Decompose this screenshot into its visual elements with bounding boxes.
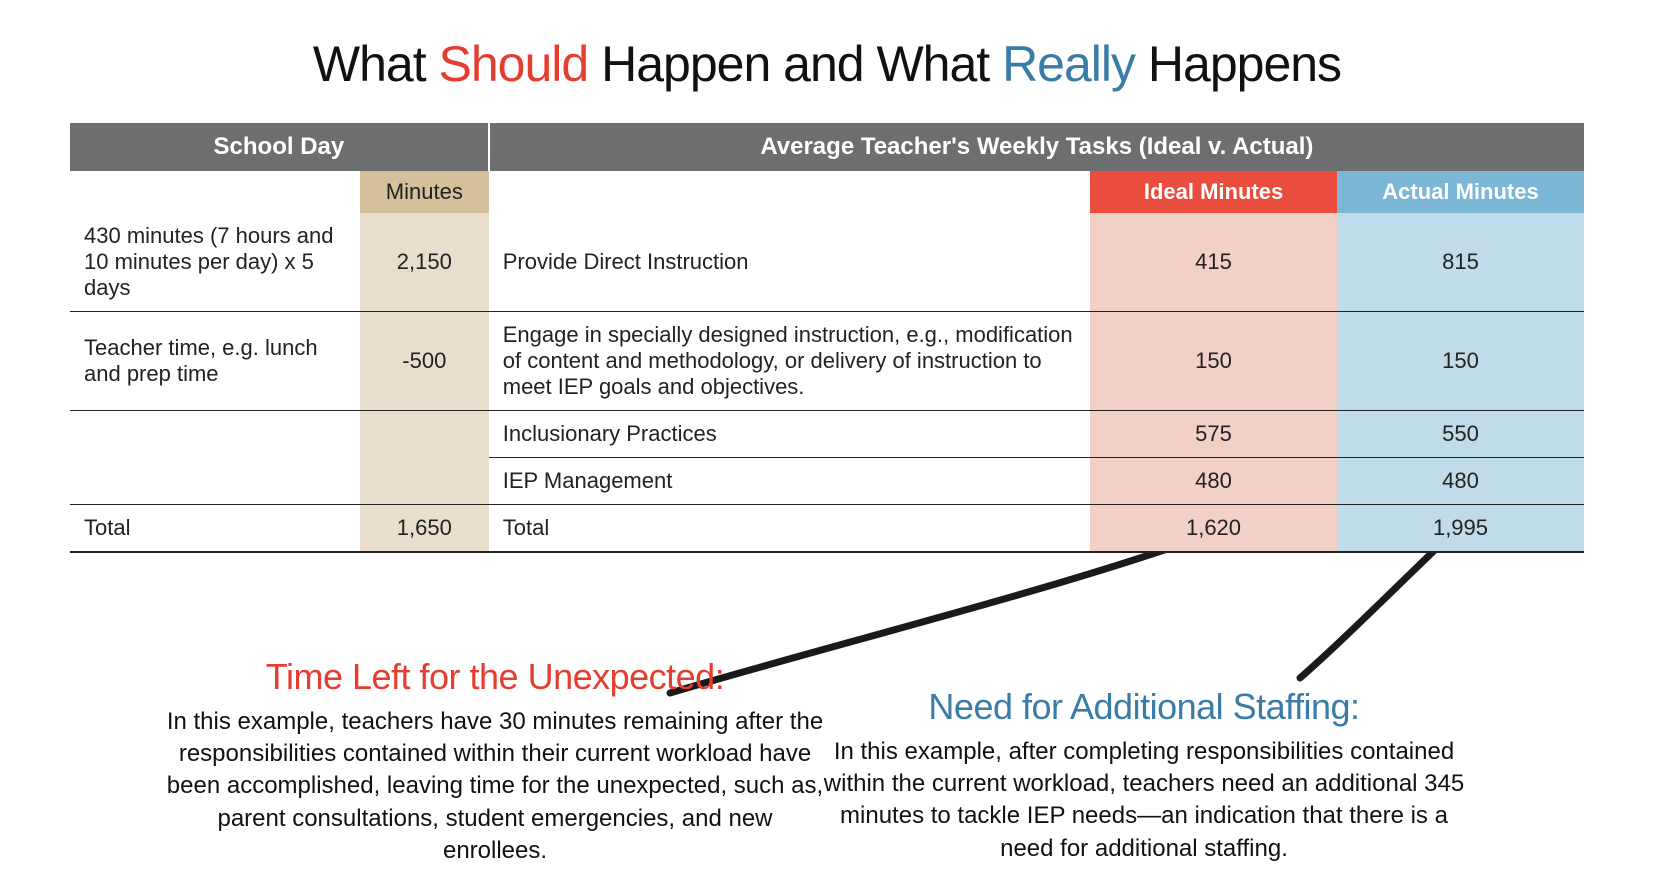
- sub-blank-left: [70, 171, 360, 213]
- th-weekly-tasks: Average Teacher's Weekly Tasks (Ideal v.…: [489, 123, 1584, 171]
- total-right-label: Total: [489, 505, 1090, 553]
- row1-left-desc: 430 minutes (7 hours and 10 minutes per …: [70, 213, 360, 312]
- sub-ideal: Ideal Minutes: [1090, 171, 1337, 213]
- table-header-row: School Day Average Teacher's Weekly Task…: [70, 123, 1584, 171]
- total-actual: 1,995: [1337, 505, 1584, 553]
- callout-left-heading: Time Left for the Unexpected:: [165, 653, 825, 702]
- row1-actual: 815: [1337, 213, 1584, 312]
- comparison-table-wrap: School Day Average Teacher's Weekly Task…: [70, 123, 1584, 553]
- sub-minutes: Minutes: [360, 171, 489, 213]
- title-prefix: What: [313, 36, 439, 92]
- comparison-table: School Day Average Teacher's Weekly Task…: [70, 123, 1584, 553]
- row4-ideal: 480: [1090, 458, 1337, 505]
- arrow-to-actual-icon: [1300, 553, 1452, 678]
- title-mid: Happen and What: [588, 36, 1002, 92]
- callout-additional-staffing: Need for Additional Staffing: In this ex…: [814, 683, 1474, 865]
- row2-right-desc: Engage in specially designed instruction…: [489, 312, 1090, 411]
- total-ideal: 1,620: [1090, 505, 1337, 553]
- row3-right-desc: Inclusionary Practices: [489, 411, 1090, 458]
- table-row: Inclusionary Practices 575 550: [70, 411, 1584, 458]
- row4-left-blank2: [360, 458, 489, 505]
- title-word-should: Should: [439, 36, 589, 92]
- table-subheader-row: Minutes Ideal Minutes Actual Minutes: [70, 171, 1584, 213]
- total-left-min: 1,650: [360, 505, 489, 553]
- row1-ideal: 415: [1090, 213, 1337, 312]
- row4-actual: 480: [1337, 458, 1584, 505]
- callout-left-body: In this example, teachers have 30 minute…: [165, 706, 825, 868]
- page-title: What Should Happen and What Really Happe…: [0, 0, 1654, 123]
- row1-right-desc: Provide Direct Instruction: [489, 213, 1090, 312]
- callout-right-body: In this example, after completing respon…: [814, 736, 1474, 866]
- table-total-row: Total 1,650 Total 1,620 1,995: [70, 505, 1584, 553]
- callout-time-left: Time Left for the Unexpected: In this ex…: [165, 653, 825, 868]
- row2-actual: 150: [1337, 312, 1584, 411]
- row2-ideal: 150: [1090, 312, 1337, 411]
- title-word-really: Really: [1002, 36, 1135, 92]
- row1-left-min: 2,150: [360, 213, 489, 312]
- row4-left-blank1: [70, 458, 360, 505]
- table-row: IEP Management 480 480: [70, 458, 1584, 505]
- row4-right-desc: IEP Management: [489, 458, 1090, 505]
- row2-left-desc: Teacher time, e.g. lunch and prep time: [70, 312, 360, 411]
- table-row: Teacher time, e.g. lunch and prep time -…: [70, 312, 1584, 411]
- row3-ideal: 575: [1090, 411, 1337, 458]
- sub-actual: Actual Minutes: [1337, 171, 1584, 213]
- total-left-label: Total: [70, 505, 360, 553]
- row3-left-blank2: [360, 411, 489, 458]
- row3-left-blank1: [70, 411, 360, 458]
- title-suffix: Happens: [1135, 36, 1341, 92]
- th-school-day: School Day: [70, 123, 489, 171]
- row2-left-min: -500: [360, 312, 489, 411]
- callout-right-heading: Need for Additional Staffing:: [814, 683, 1474, 732]
- sub-blank-right: [489, 171, 1090, 213]
- table-row: 430 minutes (7 hours and 10 minutes per …: [70, 213, 1584, 312]
- row3-actual: 550: [1337, 411, 1584, 458]
